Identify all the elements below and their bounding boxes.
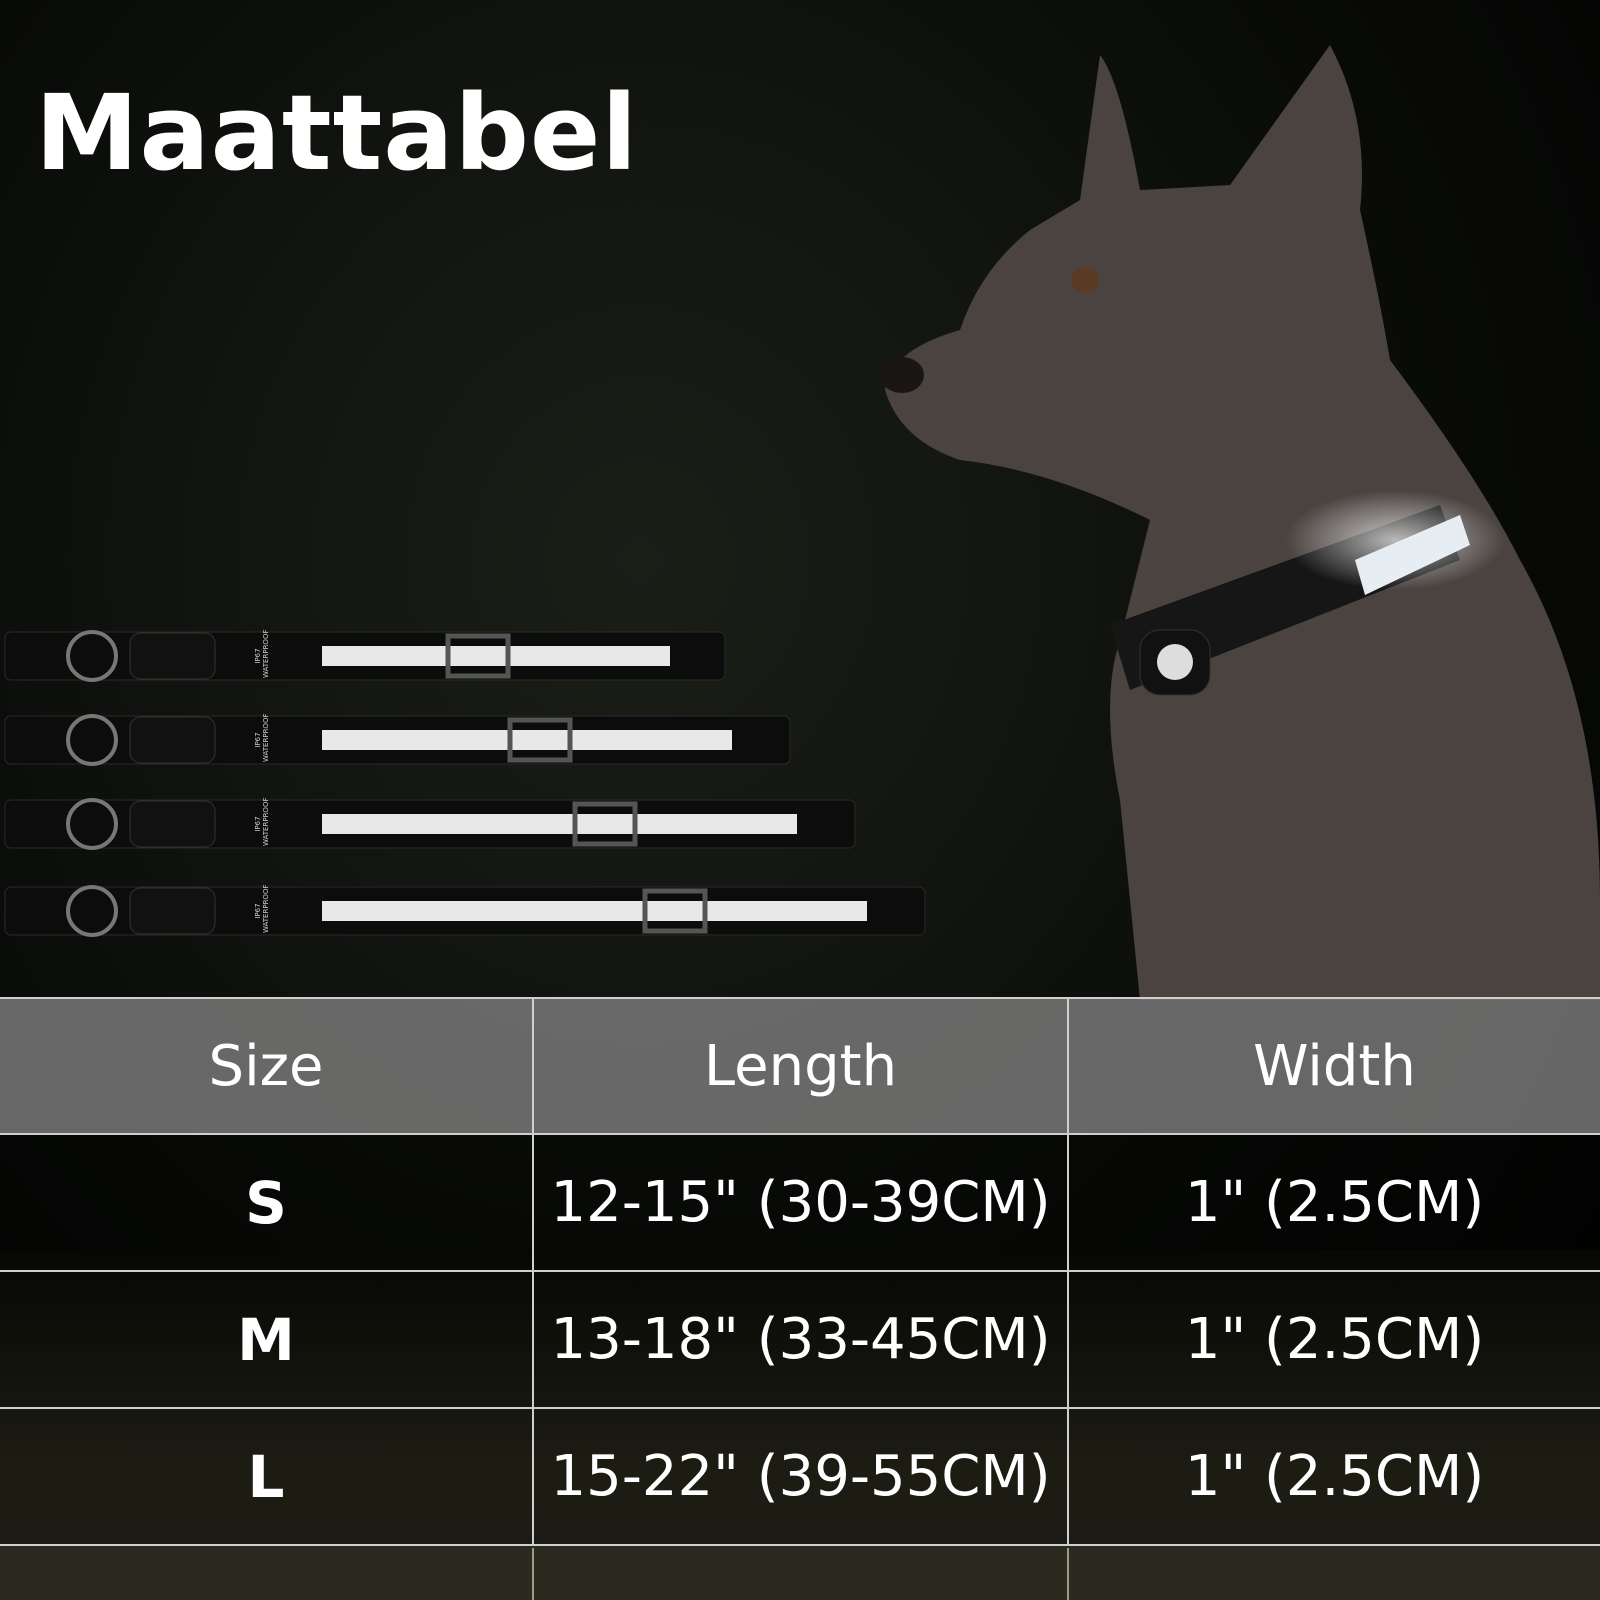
collar-label: IP67 WATERPROOF	[254, 884, 270, 933]
header-length: Length	[534, 999, 1069, 1133]
dog-illustration	[880, 45, 1600, 1000]
collar-l	[4, 798, 856, 850]
collar-product-lineup	[4, 630, 926, 937]
width-cell: 1" (2.5CM)	[1184, 1444, 1485, 1509]
length-cell: 13-18" (33-45CM)	[534, 1272, 1069, 1407]
collar-s	[4, 630, 726, 682]
width-cell: 1" (2.5CM)	[1184, 1307, 1485, 1372]
collar-xl	[4, 885, 926, 937]
collar-m	[4, 714, 791, 766]
table-row: M 13-18" (33-45CM) 1" (2.5CM)	[0, 1272, 1600, 1409]
dog-collar	[1110, 490, 1505, 696]
collar-label: IP67 WATERPROOF	[254, 713, 270, 762]
size-cell: L	[0, 1409, 534, 1544]
width-cell: 1" (2.5CM)	[1184, 1170, 1485, 1235]
partial-cell	[0, 1548, 534, 1600]
table-header-row: Size Length Width	[0, 997, 1600, 1135]
table-row: S 12-15" (30-39CM) 1" (2.5CM)	[0, 1135, 1600, 1272]
header-size: Size	[0, 999, 534, 1133]
collar-label: IP67 WATERPROOF	[254, 797, 270, 846]
product-photo	[4, 45, 1600, 1000]
size-table: Size Length Width S 12-15" (30-39CM) 1" …	[0, 997, 1600, 1546]
size-cell: S	[0, 1135, 534, 1270]
length-cell: 15-22" (39-55CM)	[534, 1409, 1069, 1544]
collar-label: IP67 WATERPROOF	[254, 629, 270, 678]
length-cell: 12-15" (30-39CM)	[534, 1135, 1069, 1270]
grass-background	[0, 1250, 1600, 1600]
page-title: Maattabel	[35, 72, 639, 194]
size-cell: M	[0, 1272, 534, 1407]
partial-cell	[1069, 1548, 1600, 1600]
partial-cell	[534, 1548, 1069, 1600]
table-partial-row	[0, 1548, 1600, 1600]
table-row: L 15-22" (39-55CM) 1" (2.5CM)	[0, 1409, 1600, 1546]
header-width: Width	[1253, 1033, 1416, 1099]
